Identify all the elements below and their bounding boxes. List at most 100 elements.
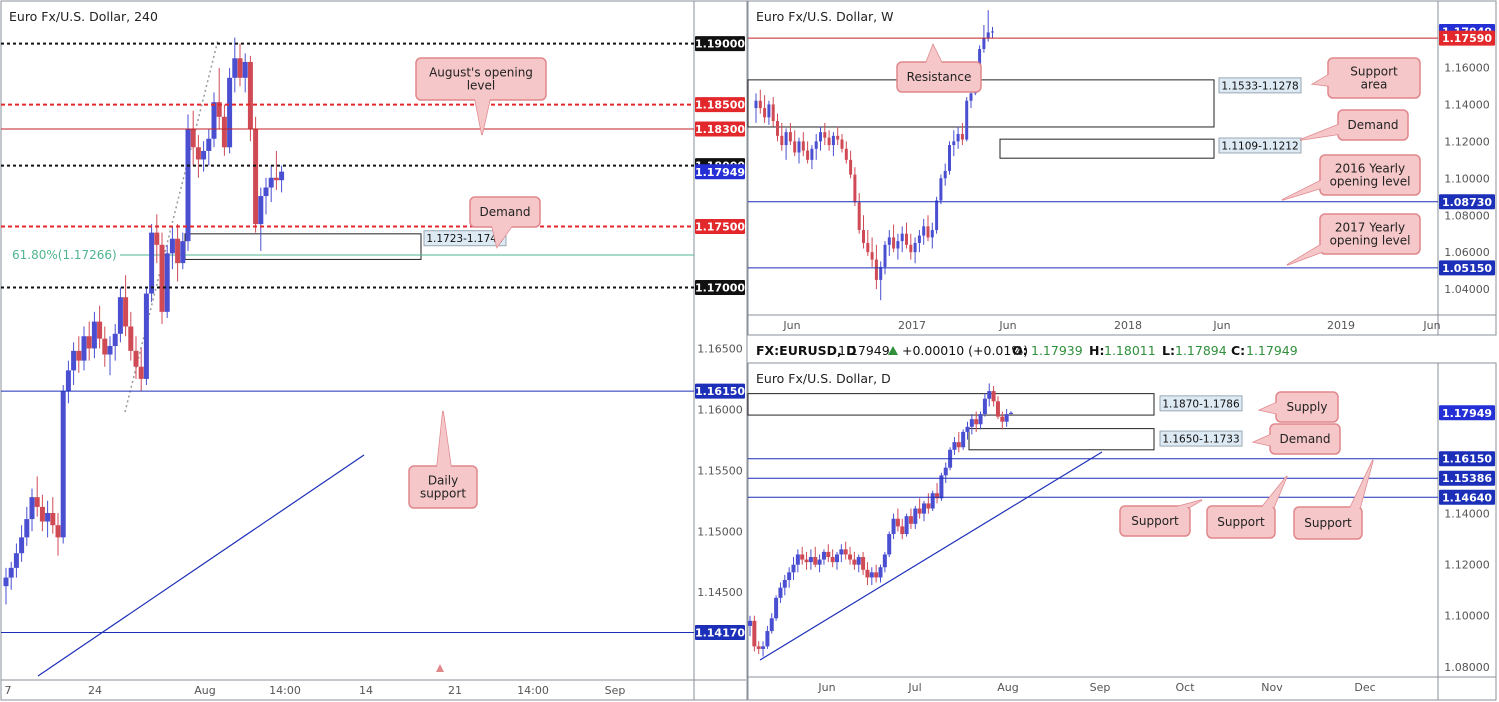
candle xyxy=(852,551,857,570)
y-tick-label: 1.14000 xyxy=(1444,98,1490,111)
candle-body xyxy=(895,518,900,527)
price-label-text: 1.14640 xyxy=(1442,491,1492,504)
candle xyxy=(201,141,207,172)
candle xyxy=(1009,411,1013,415)
h4-overlays: 1.1723-1.1744 61.80%(1.17266) 1.19000 1.185… xyxy=(1,36,745,677)
price-label-text: 1.15386 xyxy=(1442,472,1492,485)
candle xyxy=(154,214,160,264)
candle-body xyxy=(879,266,883,280)
candle-body xyxy=(211,102,217,139)
candle-body xyxy=(763,108,767,118)
candle-body xyxy=(892,237,896,249)
candle xyxy=(185,114,191,251)
candle-body xyxy=(935,200,939,231)
candle xyxy=(800,546,805,565)
candle xyxy=(935,196,939,234)
candle-body xyxy=(60,391,66,538)
symbol-bar-text: 1.17939 xyxy=(1031,343,1083,358)
candle-body xyxy=(793,141,797,153)
candle-body xyxy=(823,132,827,138)
candle-body xyxy=(806,150,810,160)
candle xyxy=(797,137,801,164)
candle-body xyxy=(987,391,992,399)
candle xyxy=(887,531,892,558)
y-tick-label: 1.08000 xyxy=(1444,209,1490,222)
candle-body xyxy=(808,557,813,563)
candle-body xyxy=(24,519,30,538)
candle-body xyxy=(862,230,865,243)
symbol-bar-text: H: xyxy=(1089,343,1104,358)
x-tick-label: 21 xyxy=(448,684,462,697)
candle xyxy=(8,561,14,590)
candle xyxy=(982,393,987,417)
candle-body xyxy=(857,202,861,231)
candle xyxy=(821,549,826,565)
candle-body xyxy=(175,238,181,264)
candle-body xyxy=(102,338,108,355)
x-tick-label: 24 xyxy=(88,684,102,697)
candle-body xyxy=(991,31,994,33)
symbol-bar-text: 1.17894 xyxy=(1175,343,1227,358)
callout-box xyxy=(1206,505,1276,539)
zone-label: 1.1533-1.1278 xyxy=(1218,77,1302,94)
candle xyxy=(948,141,951,175)
candle xyxy=(891,513,896,540)
candle-body xyxy=(866,242,870,253)
callout-text: Daily xyxy=(428,474,458,488)
price-label: 1.16150 xyxy=(695,383,745,399)
candle xyxy=(242,53,248,93)
candle-body xyxy=(956,442,961,448)
x-axis-ticks: 7 24 Aug 14:00 14 21 14:00 Sep xyxy=(5,684,626,697)
candle-body xyxy=(956,133,960,142)
candle xyxy=(926,215,930,242)
candle-body xyxy=(908,516,913,524)
candle-body xyxy=(835,554,839,563)
candle xyxy=(974,411,979,432)
candle xyxy=(862,215,865,249)
candle-body xyxy=(930,230,934,238)
candle-body xyxy=(201,150,207,160)
candle-body xyxy=(237,58,243,78)
candle-body xyxy=(128,326,134,351)
x-tick-label: Jun xyxy=(1422,319,1440,332)
candle xyxy=(97,305,103,349)
candle-body xyxy=(791,564,796,573)
candle xyxy=(1000,411,1005,430)
price-label: 1.17500 xyxy=(695,219,745,235)
candle xyxy=(765,625,770,649)
candle-body xyxy=(843,549,848,555)
zone-label-text: 1.1109-1.1212 xyxy=(1221,140,1298,152)
candle xyxy=(211,92,217,148)
callout-text: Demand xyxy=(1348,118,1399,132)
candle-body xyxy=(861,557,866,570)
trend-line xyxy=(37,454,365,677)
x-tick-label: Dec xyxy=(1354,681,1375,694)
candle-body xyxy=(774,597,779,619)
candle xyxy=(991,26,994,38)
candle xyxy=(895,508,900,532)
candle xyxy=(232,37,238,93)
weekly-overlays: 1.1533-1.12781.1109-1.12121.179491.17590… xyxy=(747,10,1495,301)
callout-box xyxy=(1293,506,1363,540)
candle xyxy=(748,615,752,637)
candle xyxy=(81,326,87,371)
candle-body xyxy=(852,559,857,565)
candle-body xyxy=(227,77,233,148)
candle-body xyxy=(978,414,983,425)
candle-body xyxy=(761,646,766,649)
candle xyxy=(930,222,934,249)
candle-body xyxy=(882,554,887,568)
candle-body xyxy=(848,554,853,560)
y-tick-label: 1.10000 xyxy=(1444,172,1490,185)
callout-box xyxy=(1319,154,1421,196)
candle-body xyxy=(81,336,87,361)
candle-body xyxy=(65,370,71,392)
candle-body xyxy=(922,226,926,236)
candle xyxy=(961,429,966,450)
zone-label: 1.1109-1.1212 xyxy=(1218,137,1302,154)
candle xyxy=(86,321,92,361)
candle xyxy=(909,233,913,260)
daily-overlays: FX:EURUSD, D1.17949 +0.00010 (+0.01%)O: 1.… xyxy=(747,340,1498,661)
candle-body xyxy=(180,241,186,264)
